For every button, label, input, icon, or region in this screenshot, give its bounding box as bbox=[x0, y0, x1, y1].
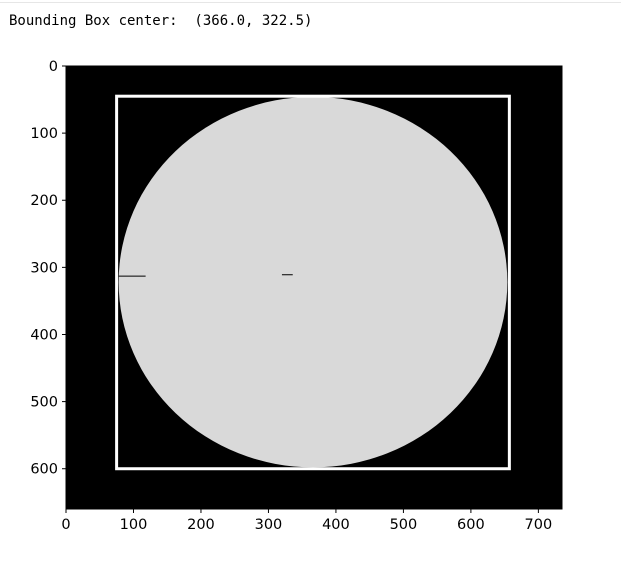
x-tick-label: 0 bbox=[61, 517, 70, 533]
y-tick-label: 100 bbox=[30, 126, 58, 142]
output-text: Bounding Box center: (366.0, 322.5) bbox=[9, 13, 313, 29]
y-tick-label: 500 bbox=[30, 395, 58, 411]
y-axis: 0 100 200 300 400 500 600 bbox=[30, 59, 66, 478]
axes-frame bbox=[65, 65, 563, 510]
y-tick-label: 0 bbox=[49, 59, 58, 75]
y-tick-label: 200 bbox=[30, 193, 58, 209]
x-tick-label: 600 bbox=[457, 517, 485, 533]
y-tick-label: 300 bbox=[30, 260, 58, 276]
x-tick-label: 400 bbox=[322, 517, 350, 533]
x-tick-label: 700 bbox=[525, 517, 553, 533]
cell-separator bbox=[0, 2, 621, 3]
y-tick-label: 600 bbox=[30, 462, 58, 478]
bounding-box bbox=[115, 94, 511, 471]
y-tick-label: 400 bbox=[30, 327, 58, 343]
blob-region bbox=[118, 96, 508, 468]
x-axis: 0 100 200 300 400 500 600 700 bbox=[61, 509, 552, 533]
x-tick-label: 500 bbox=[390, 517, 418, 533]
x-tick-label: 200 bbox=[187, 517, 215, 533]
x-tick-label: 100 bbox=[120, 517, 148, 533]
x-tick-label: 300 bbox=[255, 517, 283, 533]
